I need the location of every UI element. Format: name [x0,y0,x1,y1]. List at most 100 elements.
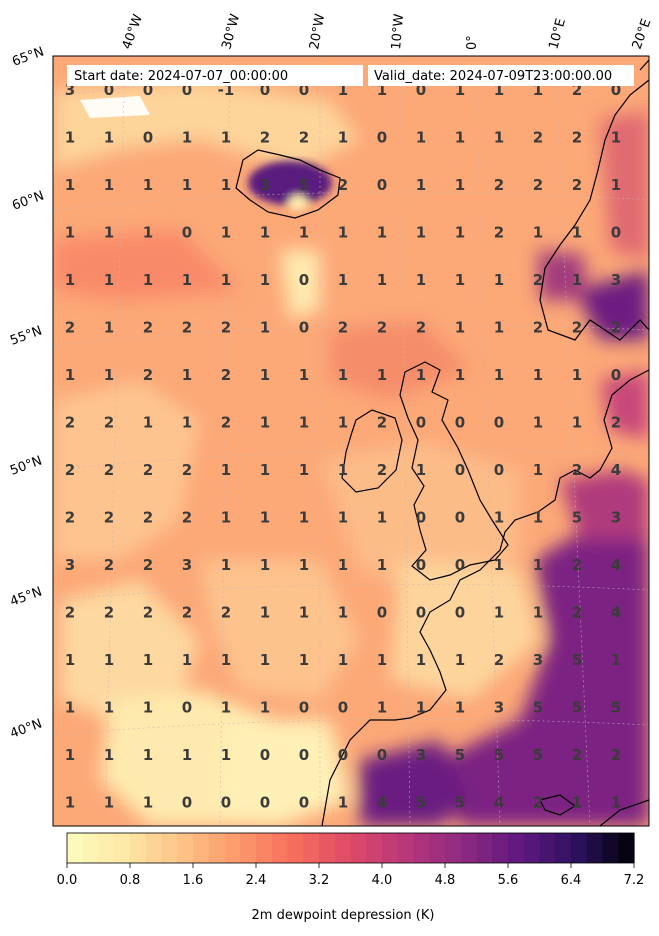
grid-value: 1 [338,271,348,289]
grid-value: 1 [65,366,75,384]
grid-value: 2 [611,319,621,337]
colorbar-swatch [445,833,462,863]
grid-value: 1 [533,461,543,479]
grid-value: 1 [260,651,270,669]
grid-value: 2 [533,129,543,147]
grid-value: 0 [377,176,387,194]
grid-value: 4 [611,604,621,622]
grid-value: 1 [494,556,504,574]
grid-value: 2 [338,319,348,337]
grid-value: 1 [143,414,153,432]
grid-value: 1 [455,366,465,384]
grid-value: 5 [455,746,465,764]
grid-value: 1 [377,556,387,574]
colorbar-swatch [413,833,430,863]
grid-value: 2 [65,461,75,479]
grid-value: 0 [455,556,465,574]
grid-value: 0 [299,271,309,289]
grid-value: 1 [65,224,75,242]
grid-value: 1 [494,81,504,99]
grid-value: 1 [572,271,582,289]
grid-value: 2 [65,319,75,337]
grid-value: 0 [182,699,192,717]
grid-value: 1 [533,366,543,384]
grid-value: 1 [221,271,231,289]
grid-value: 2 [572,176,582,194]
grid-value: 2 [416,319,426,337]
grid-value: 0 [221,794,231,812]
grid-value: 0 [416,81,426,99]
grid-value: 1 [338,414,348,432]
colorbar-swatch [98,833,115,863]
grid-value: 1 [65,746,75,764]
grid-value: 2 [533,794,543,812]
grid-value: 1 [260,319,270,337]
grid-value: 1 [260,366,270,384]
grid-value: 2 [143,604,153,622]
grid-value: 1 [104,224,114,242]
grid-value: 3 [65,81,75,99]
grid-value: 1 [377,509,387,527]
colorbar-swatch [177,833,194,863]
grid-value: 0 [611,81,621,99]
grid-value: 1 [494,509,504,527]
colorbar-swatch [303,833,320,863]
grid-value: 5 [299,176,309,194]
colorbar-swatch [224,833,241,863]
colorbar-swatch [460,833,478,863]
grid-value: 1 [104,366,114,384]
grid-value: 0 [494,414,504,432]
grid-value: 1 [377,224,387,242]
grid-value: 1 [455,81,465,99]
grid-value: 2 [182,319,192,337]
grid-value: 2 [143,556,153,574]
grid-value: 1 [143,794,153,812]
colorbar-swatch [271,833,289,863]
grid-value: 1 [299,366,309,384]
grid-value: 1 [221,461,231,479]
grid-value: 0 [260,81,270,99]
grid-value: 2 [299,129,309,147]
grid-value: 1 [455,319,465,337]
grid-value: 2 [377,461,387,479]
colorbar-label: 2m dewpoint depression (K) [252,908,435,923]
colorbar-swatch [492,833,509,863]
grid-value: 2 [182,604,192,622]
grid-value: 2 [65,414,75,432]
grid-value: 1 [221,129,231,147]
grid-value: 1 [221,746,231,764]
grid-value: 1 [143,746,153,764]
colorbar-tick-label: 7.2 [624,873,645,888]
grid-value: 0 [611,366,621,384]
grid-value: 0 [299,699,309,717]
grid-value: 1 [182,176,192,194]
grid-value: 2 [143,509,153,527]
grid-value: 1 [260,414,270,432]
grid-value: 1 [338,224,348,242]
colorbar-swatch [602,833,619,863]
grid-value: 1 [611,176,621,194]
lat-label: 50°N [8,453,44,478]
grid-value: 0 [299,794,309,812]
grid-value: 1 [455,129,465,147]
grid-value: 1 [338,651,348,669]
grid-value: 0 [416,604,426,622]
grid-value: 1 [611,794,621,812]
grid-value: 3 [65,556,75,574]
grid-value: 1 [572,414,582,432]
grid-value: 0 [416,414,426,432]
grid-value: 2 [104,414,114,432]
lon-label: 10°W [389,13,407,50]
grid-value: 1 [299,461,309,479]
colorbar-swatch [193,833,210,863]
colorbar-swatch [208,833,226,863]
grid-value: 0 [182,81,192,99]
grid-value: 4 [494,794,504,812]
latitude-labels: 65°N 60°N 55°N 50°N 45°N 40°N [8,44,46,741]
grid-value: 1 [338,556,348,574]
grid-value: 1 [455,224,465,242]
grid-value: 1 [104,699,114,717]
grid-value: 1 [572,366,582,384]
grid-value: 2 [182,509,192,527]
